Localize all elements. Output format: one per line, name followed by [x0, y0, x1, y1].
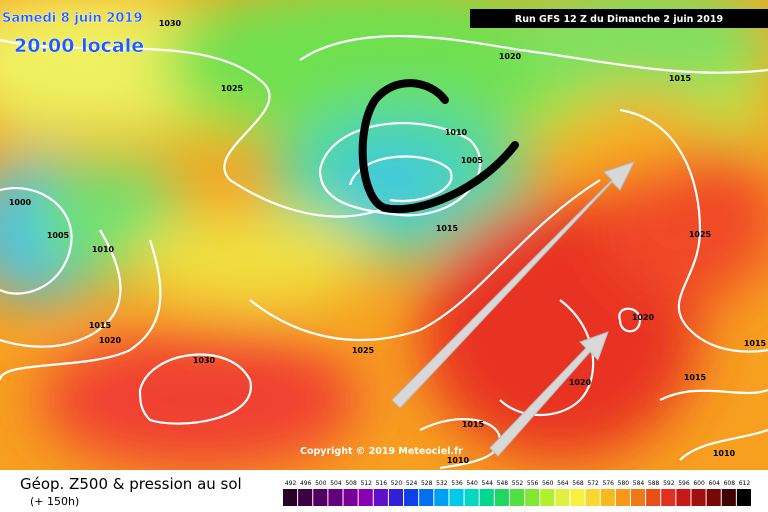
isobars: [0, 34, 768, 470]
scale-swatch: [585, 489, 600, 506]
scale-label: 508: [345, 480, 357, 487]
scale-swatch: [434, 489, 449, 506]
scale-swatch: [736, 489, 751, 506]
scale-swatch: [373, 489, 388, 506]
field: [0, 0, 768, 470]
scale-swatch: [646, 489, 661, 506]
forecast-time: 20:00 locale: [14, 35, 144, 57]
isobar-label: 1020: [499, 52, 522, 61]
scale-label: 580: [618, 480, 630, 487]
scale-label: 496: [300, 480, 312, 487]
scale-swatch: [721, 489, 736, 506]
isobar-label: 1020: [569, 378, 592, 387]
scale-swatch: [555, 489, 570, 506]
scale-label: 536: [451, 480, 463, 487]
scale-label: 600: [693, 480, 705, 487]
scale-label: 528: [421, 480, 433, 487]
scale-label: 568: [572, 480, 584, 487]
isobar-label: 1000: [9, 198, 32, 207]
scale-swatch: [630, 489, 646, 506]
scale-label: 588: [648, 480, 660, 487]
isobar-label: 1010: [445, 128, 468, 137]
isobar-label: 1005: [461, 156, 484, 165]
scale-label: 576: [603, 480, 615, 487]
scale-label: 520: [391, 480, 403, 487]
isobar-label: 1015: [669, 74, 692, 83]
isobar-label: 1010: [713, 449, 736, 458]
scale-swatch: [283, 489, 298, 506]
isobar-label: 1030: [193, 356, 216, 365]
scale-swatch: [479, 489, 494, 506]
scale-label: 552: [512, 480, 524, 487]
lead-time: (+ 150h): [30, 495, 79, 508]
scale-swatch: [525, 489, 540, 506]
isobar-label: 1030: [159, 19, 182, 28]
color-scale: 492 496 500 504 508 512 516 520 524 528 532 536 540 5…: [283, 480, 751, 506]
scale-label: 544: [482, 480, 494, 487]
scale-label: 532: [436, 480, 448, 487]
isobar-label: 1015: [744, 339, 767, 348]
copyright: Copyright © 2019 Meteociel.fr: [300, 446, 463, 457]
isobar-label: 1025: [352, 346, 375, 355]
scale-swatch: [313, 489, 328, 506]
legend-title: Géop. Z500 & pression au sol: [20, 475, 242, 493]
arrows: [391, 161, 635, 457]
scale-swatch: [600, 489, 615, 506]
scale-label: 548: [497, 480, 509, 487]
scale-swatch: [676, 489, 691, 506]
scale-label: 584: [633, 480, 645, 487]
scale-swatch: [494, 489, 509, 506]
scale-label: 516: [376, 480, 388, 487]
scale-label: 500: [315, 480, 327, 487]
scale-label: 612: [739, 480, 751, 487]
isobar-label: 1010: [447, 456, 470, 465]
isobar-label: 1015: [436, 224, 459, 233]
scale-label: 596: [678, 480, 690, 487]
scale-swatch: [615, 489, 630, 506]
isobar-label: 1010: [92, 245, 115, 254]
isobar-label: 1025: [689, 230, 712, 239]
scale-label: 492: [285, 480, 297, 487]
scale-swatch: [328, 489, 343, 506]
scale-label: 540: [466, 480, 478, 487]
scale-swatch: [449, 489, 464, 506]
isobar-label: 1015: [684, 373, 707, 382]
run-box: [470, 9, 768, 28]
run-label: Run GFS 12 Z du Dimanche 2 juin 2019: [515, 14, 723, 25]
scale-label: 604: [708, 480, 720, 487]
scale-swatch: [570, 489, 585, 506]
scale-swatch: [661, 489, 676, 506]
scale-swatch: [540, 489, 555, 506]
isobar-label: 1020: [632, 313, 655, 322]
forecast-date: Samedi 8 juin 2019: [2, 11, 143, 26]
isobar-label: 1015: [89, 321, 112, 330]
isobar-label: 1005: [47, 231, 70, 240]
scale-swatch: [388, 489, 404, 506]
scale-label: 560: [542, 480, 554, 487]
scale-swatch: [464, 489, 479, 506]
scale-swatch: [404, 489, 419, 506]
scale-label: 512: [360, 480, 372, 487]
scale-swatch: [358, 489, 373, 506]
scale-label: 592: [663, 480, 675, 487]
isobar-label: 1020: [99, 336, 122, 345]
scale-swatch: [691, 489, 706, 506]
low-marker: [358, 79, 519, 214]
isobar-label: 1025: [221, 84, 244, 93]
scale-swatch: [419, 489, 434, 506]
scale-label: 504: [330, 480, 342, 487]
scale-label: 556: [527, 480, 539, 487]
scale-label: 524: [406, 480, 418, 487]
scale-label: 572: [587, 480, 599, 487]
scale-label: 564: [557, 480, 569, 487]
isobar-label: 1015: [462, 420, 485, 429]
isobar-labels: 1030 1025 1020 1015 1010 1005 1015 1000 1005 1010…: [9, 19, 767, 465]
scale-label: 608: [724, 480, 736, 487]
scale-swatch: [706, 489, 721, 506]
scale-swatch: [343, 489, 358, 506]
scale-swatch: [509, 489, 525, 506]
scale-swatch: [298, 489, 313, 506]
